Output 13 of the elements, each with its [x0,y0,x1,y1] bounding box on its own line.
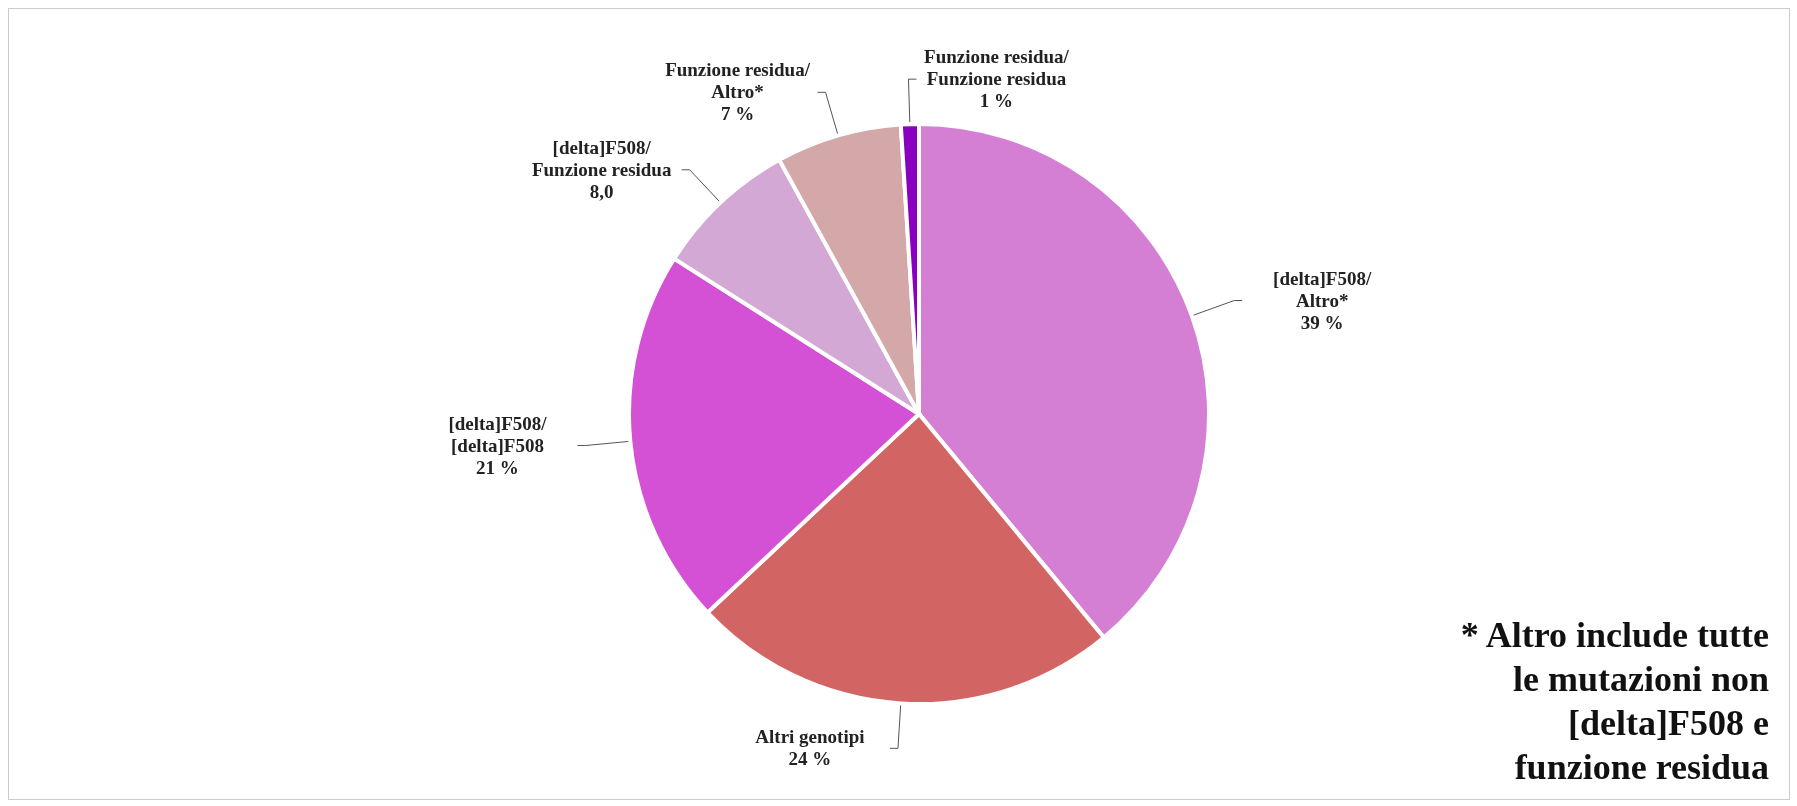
data-label: 1 % [979,90,1014,112]
data-label: 7 % [720,103,755,125]
slice-label: Altri genotipi [755,726,865,748]
data-label: 8,0 [589,180,614,202]
slice-label: [delta]F508/[delta]F508 [448,412,548,456]
data-label: 39 % [1300,311,1344,333]
data-label: 21 % [476,456,519,478]
slice-label: [delta]F508/Funzione residua [531,136,672,180]
slice-label: [delta]F508/Altro* [1273,267,1372,311]
slice-label: Funzione residua/Funzione residua [924,46,1070,90]
slice-label: Funzione residua/Altro* [665,59,811,103]
data-label: 24 % [788,748,832,770]
text: * Altro include tutte le mutazioni non [delta]F508 e funzione residua [1459,614,1769,789]
